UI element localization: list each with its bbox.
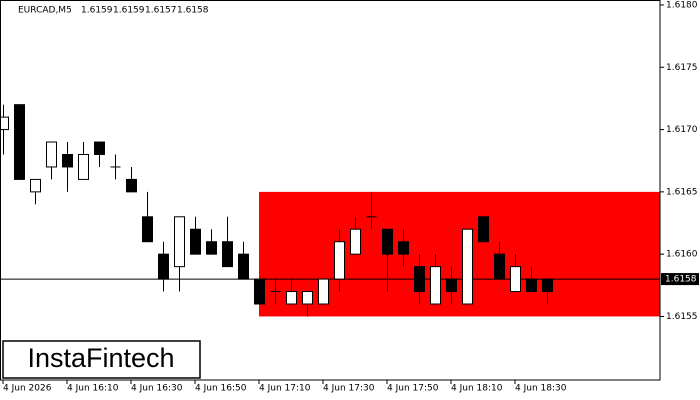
candle-body [542, 278, 553, 293]
y-tick-label: 1.6155 [666, 312, 698, 322]
y-tick-label: 1.6165 [666, 187, 698, 197]
candle-body [478, 216, 489, 243]
y-tick-label: 1.6180 [666, 0, 698, 10]
candle-body [174, 216, 185, 268]
x-tick-label: 4 Jun 18:30 [515, 384, 567, 394]
header-value: 1.6159 [81, 6, 113, 16]
candle-body [318, 278, 329, 305]
candle-body [462, 228, 473, 305]
x-tick-label: 4 Jun 16:50 [195, 384, 247, 394]
x-tick-label: 4 Jun 16:30 [131, 384, 183, 394]
candle-body [238, 253, 249, 280]
candle-body [382, 228, 393, 255]
y-tick-label: 1.6160 [666, 250, 698, 260]
y-tick-label: 1.6175 [666, 63, 698, 73]
x-tick-label: 4 Jun 16:10 [67, 384, 119, 394]
candle-body [302, 291, 313, 305]
candle-body [254, 278, 265, 305]
candle-body [334, 241, 345, 280]
x-tick-label: 4 Jun 17:10 [259, 384, 311, 394]
candle-body [126, 178, 137, 193]
candle-body [158, 253, 169, 280]
candle-body [446, 278, 457, 293]
last-price-label: 1.6158 [665, 275, 697, 285]
candle-body [494, 253, 505, 280]
watermark-box [2, 340, 201, 379]
candle-body [78, 153, 89, 180]
candle-body [30, 178, 41, 193]
candle-body [46, 141, 57, 168]
candle-body [350, 228, 361, 255]
candle-body [430, 266, 441, 305]
x-tick-label: 4 Jun 2026 [3, 384, 52, 394]
plot-area [0, 104, 660, 317]
candle-body [62, 153, 73, 168]
y-tick-label: 1.6170 [666, 125, 698, 135]
candle-body [94, 141, 105, 155]
candle-body [222, 241, 233, 268]
header-value: 1.6158 [177, 6, 209, 16]
candle-body [286, 291, 297, 305]
candle-body [190, 228, 201, 255]
candle-body [206, 241, 217, 255]
candle-body [14, 104, 25, 180]
last-price-box [661, 273, 699, 286]
plot-border [0, 0, 661, 381]
candle-body [0, 116, 9, 131]
header-value: 1.6159 [113, 6, 145, 16]
x-tick-label: 4 Jun 17:50 [387, 384, 439, 394]
watermark: InstaFintech [27, 343, 174, 373]
x-tick-label: 4 Jun 17:30 [323, 384, 375, 394]
candle-body [398, 241, 409, 255]
symbol: EURCAD,M5 [18, 6, 72, 16]
header-value: 1.6157 [145, 6, 177, 16]
candle-body [526, 278, 537, 293]
candle-body [510, 266, 521, 293]
candle-body [142, 216, 153, 243]
candle-body [414, 266, 425, 293]
x-tick-label: 4 Jun 18:10 [451, 384, 503, 394]
